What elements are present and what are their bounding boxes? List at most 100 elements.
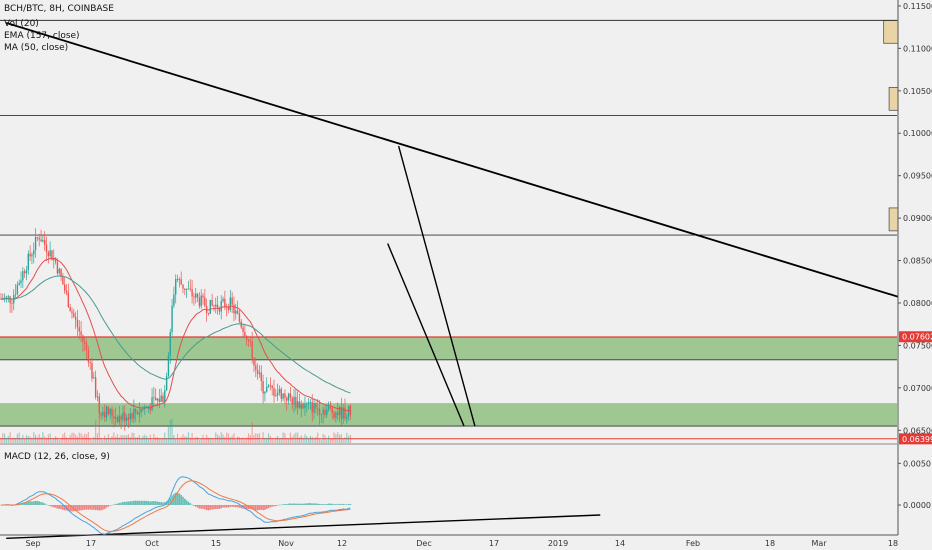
volume-bar	[131, 432, 133, 443]
macd-histogram-bar	[284, 504, 286, 505]
candle-body	[80, 331, 82, 336]
volume-bar	[340, 434, 342, 443]
volume-bar	[111, 436, 113, 443]
macd-histogram-bar	[149, 501, 152, 505]
volume-bar	[147, 439, 150, 443]
macd-histogram-bar	[167, 499, 170, 505]
volume-bar	[62, 433, 64, 443]
candle-body	[207, 312, 210, 314]
macd-histogram-bar	[327, 503, 330, 505]
macd-histogram-bar	[287, 503, 290, 505]
volume-bar	[31, 438, 33, 443]
macd-histogram-bar	[233, 505, 235, 508]
macd-histogram-bar	[280, 504, 283, 506]
candle-body	[64, 284, 66, 291]
macd-histogram-bar	[278, 504, 281, 506]
candle-body	[49, 250, 51, 257]
candle-body	[56, 261, 59, 274]
macd-histogram-bar	[285, 504, 288, 505]
macd-histogram-bar	[102, 505, 104, 510]
macd-histogram-bar	[129, 501, 132, 505]
candle-body	[102, 411, 104, 416]
macd-histogram-bar	[105, 505, 108, 508]
ema-indicator-label[interactable]: EMA (157, close)	[4, 31, 80, 41]
volume-bar	[78, 432, 80, 443]
macd-histogram-bar	[80, 505, 82, 511]
volume-bar	[91, 439, 93, 443]
macd-histogram-bar	[29, 501, 31, 505]
candle-body	[156, 398, 159, 401]
candle-body	[114, 417, 117, 419]
volume-bar	[222, 434, 224, 443]
macd-histogram-bar	[180, 494, 182, 505]
candle-body	[100, 413, 102, 416]
volume-bar	[189, 437, 191, 443]
candle-body	[160, 395, 162, 402]
macd-histogram-bar	[240, 505, 243, 509]
candle-body	[240, 321, 242, 328]
macd-histogram-bar	[31, 501, 33, 505]
candle-body	[191, 289, 193, 297]
volume-bar	[315, 436, 317, 443]
candle-body	[93, 377, 95, 379]
candle-body	[133, 408, 135, 419]
macd-histogram-bar	[269, 505, 272, 508]
macd-histogram-bar	[160, 502, 162, 505]
candle-body	[287, 393, 290, 401]
candle-body	[25, 270, 28, 274]
macd-histogram-bar	[56, 505, 59, 509]
macd-histogram-bar	[23, 502, 26, 505]
candle-body	[307, 402, 310, 404]
macd-histogram-bar	[120, 502, 122, 505]
volume-bar	[5, 438, 8, 443]
volume-bar	[98, 416, 100, 443]
ma-indicator-label[interactable]: MA (50, close)	[4, 43, 69, 53]
candle-body	[129, 413, 131, 420]
volume-bar	[269, 435, 271, 443]
macd-histogram-bar	[255, 505, 257, 511]
volume-bar	[73, 432, 75, 443]
volume-bar	[198, 439, 200, 443]
volume-bar	[115, 436, 117, 443]
macd-histogram-bar	[331, 503, 334, 505]
candle-body	[23, 271, 26, 274]
candle-body	[193, 296, 195, 298]
macd-histogram-bar	[191, 504, 193, 506]
time-axis-label: Feb	[686, 539, 700, 548]
macd-histogram-bar	[109, 505, 111, 506]
volume-bar	[317, 432, 319, 443]
volume-bar	[313, 437, 315, 443]
candle-body	[333, 412, 335, 418]
volume-bar	[146, 436, 148, 443]
macd-histogram-bar	[346, 504, 348, 505]
volume-bar	[337, 432, 339, 443]
candle-body	[138, 412, 141, 415]
macd-histogram-bar	[173, 493, 175, 505]
candle-body	[118, 415, 120, 422]
candle-body	[220, 301, 222, 312]
volume-bar	[129, 436, 131, 443]
volume-bar	[160, 438, 162, 443]
candle-body	[278, 388, 281, 393]
macd-indicator-label[interactable]: MACD (12, 26, close, 9)	[4, 452, 110, 462]
candle-body	[286, 397, 288, 401]
volume-bar	[167, 426, 170, 443]
volume-bar	[75, 434, 77, 443]
time-axis-label: 15	[211, 539, 221, 548]
candle-body	[196, 293, 199, 298]
volume-bar	[56, 437, 59, 443]
macd-histogram-bar	[236, 505, 239, 508]
macd-histogram-bar	[107, 505, 110, 507]
volume-bar	[49, 433, 51, 443]
macd-histogram-bar	[224, 505, 226, 508]
macd-histogram-bar	[267, 505, 270, 509]
volume-bar	[89, 438, 91, 443]
volume-indicator-label[interactable]: Vol (20)	[4, 19, 39, 29]
candle-body	[326, 409, 328, 416]
volume-bar	[67, 439, 69, 443]
candle-body	[296, 401, 299, 408]
candle-body	[29, 253, 31, 257]
macd-histogram-bar	[63, 505, 66, 511]
